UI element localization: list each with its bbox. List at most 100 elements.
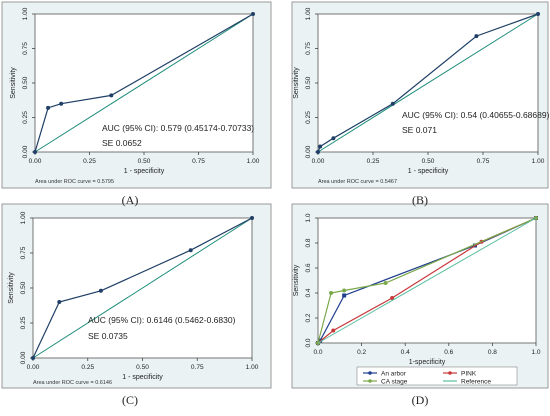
x-tick-label: 0.50 — [138, 158, 151, 165]
x-tick-label: 0.00 — [27, 364, 40, 371]
x-tick-label: 1.00 — [247, 158, 260, 165]
x-tick-label: 0.75 — [192, 158, 205, 165]
legend-label-reference: Reference — [461, 378, 491, 385]
x-tick-label: 0.75 — [477, 158, 490, 165]
y-tick-label: 0.75 — [305, 42, 312, 55]
y-tick-label: 0.0 — [305, 338, 312, 347]
data-point-roc — [46, 105, 51, 110]
x-tick-label: 0.50 — [136, 364, 149, 371]
panel-a: 0.00 0.25 0.50 0.75 1.00 0.00 0.25 0.50 0.75 1.00… — [1, 1, 272, 189]
x-tick-label: 0.0 — [313, 349, 322, 356]
legend-marker-an-arbor — [368, 371, 372, 375]
x-tick-label: 1.0 — [531, 349, 540, 356]
se-annotation: SE 0.071 — [402, 125, 437, 135]
legend-label-ca-stage: CA stage — [381, 378, 408, 385]
legend: An arbor PINK CA stage Reference — [356, 366, 518, 386]
y-tick-label: 0.75 — [20, 246, 27, 259]
y-tick-label: 0.50 — [20, 281, 27, 294]
reference-diagonal-line — [34, 13, 254, 153]
data-point-roc — [31, 356, 35, 360]
x-tick-label: 0.8 — [488, 349, 497, 356]
y-tick-label: 0.00 — [22, 145, 29, 158]
y-tick-label: 1.00 — [22, 7, 29, 20]
data-point-roc — [318, 144, 323, 149]
panel-c: 0.00 0.25 0.50 0.75 1.00 0.00 0.25 0.50 0.75 1.00… — [1, 203, 272, 389]
auc-annotation: AUC (95% CI): 0.54 (0.40655-0.68689) — [402, 110, 550, 120]
caption-panel-c: (C) — [122, 393, 138, 407]
x-tick-label: 0.50 — [422, 158, 435, 165]
y-tick-label: 0.6 — [305, 263, 312, 272]
y-tick-label: 0.2 — [305, 313, 312, 322]
data-point-roc — [59, 101, 64, 106]
series-line-reference — [317, 217, 537, 344]
data-point-roc — [251, 12, 255, 16]
legend-marker-pink — [448, 371, 452, 375]
x-tick-label: 0.25 — [367, 158, 380, 165]
x-tick-label: 0.2 — [357, 349, 366, 356]
data-point-roc — [98, 288, 103, 293]
data-point-roc — [536, 12, 540, 16]
data-point-pink — [331, 328, 336, 333]
y-tick-label: 1.00 — [305, 7, 312, 20]
data-point-roc — [33, 150, 37, 154]
data-point-ca-stage — [342, 288, 347, 293]
y-axis-title: Sensitivity — [293, 67, 300, 99]
y-axis-title: Sensitivity — [8, 272, 15, 304]
y-tick-label: 0.75 — [22, 42, 29, 55]
x-tick-label: 0.00 — [29, 158, 42, 165]
panel-b: 0.00 0.25 0.50 0.75 1.00 0.00 0.25 0.50 0.75 1.00… — [291, 1, 550, 189]
legend-box — [356, 366, 518, 386]
y-tick-label: 0.00 — [305, 145, 312, 158]
legend-label-pink: PINK — [461, 370, 477, 377]
y-tick-label: 1.0 — [305, 213, 312, 222]
reference-diagonal-line — [317, 13, 539, 153]
data-point-roc — [250, 216, 254, 220]
x-axis-title: 1 - specificity — [122, 374, 163, 381]
legend-marker-ca-stage — [368, 379, 372, 383]
y-tick-label: 0.25 — [20, 316, 27, 329]
data-point-roc — [331, 136, 336, 141]
x-axis-title: 1 - specificity — [124, 168, 165, 175]
y-tick-label: 0.8 — [305, 238, 312, 247]
data-point-ca-stage — [329, 291, 334, 295]
auc-annotation: AUC (95% CI): 0.579 (0.45174-0.70733) — [102, 123, 254, 133]
reference-diagonal-line — [32, 217, 253, 359]
y-tick-label: 0.25 — [305, 111, 312, 124]
x-axis-title: 1 - specificity — [408, 168, 449, 175]
area-under-curve-footnote: Area under ROC curve = 0.5795 — [35, 179, 114, 185]
x-tick-label: 0.6 — [444, 349, 453, 356]
data-point-an-arbor — [342, 293, 347, 298]
data-point-roc — [390, 101, 395, 106]
y-tick-label: 0.00 — [20, 351, 27, 364]
y-tick-label: 1.00 — [20, 211, 27, 224]
data-point-roc — [188, 248, 193, 253]
data-point-roc — [316, 150, 320, 154]
se-annotation: SE 0.0735 — [88, 331, 128, 341]
x-tick-label: 0.00 — [312, 158, 325, 165]
data-point-pink — [390, 296, 395, 300]
x-tick-label: 1.00 — [532, 158, 545, 165]
x-tick-label: 0.4 — [401, 349, 410, 356]
y-tick-label: 0.25 — [22, 111, 29, 124]
caption-panel-d: (D) — [411, 393, 429, 407]
area-under-curve-footnote: Area under ROC curve = 0.5467 — [318, 179, 397, 185]
x-tick-label: 0.75 — [191, 364, 204, 371]
caption-panel-a: (A) — [121, 193, 139, 207]
x-axis-title: 1-specificity — [409, 359, 446, 366]
data-point-roc — [57, 300, 62, 304]
legend-label-an-arbor: An arbor — [381, 370, 407, 377]
se-annotation: SE 0.0652 — [102, 138, 142, 148]
y-tick-label: 0.50 — [22, 76, 29, 89]
data-point-roc — [109, 93, 114, 98]
data-point-ca-stage — [383, 281, 388, 285]
area-under-curve-footnote: Area under ROC curve = 0.6146 — [33, 380, 112, 386]
y-tick-label: 0.4 — [305, 288, 312, 297]
x-tick-label: 1.00 — [246, 364, 259, 371]
y-axis-title: Sensitivity — [10, 67, 17, 99]
x-tick-label: 0.25 — [83, 158, 96, 165]
x-tick-label: 0.25 — [81, 364, 94, 371]
y-tick-label: 0.50 — [305, 76, 312, 89]
panel-d: 0.0 0.2 0.4 0.6 0.8 1.0 0.0 0.2 0.4 0.6 0.8 1.0 1-sp… — [291, 203, 549, 389]
caption-panel-b: (B) — [412, 193, 428, 207]
